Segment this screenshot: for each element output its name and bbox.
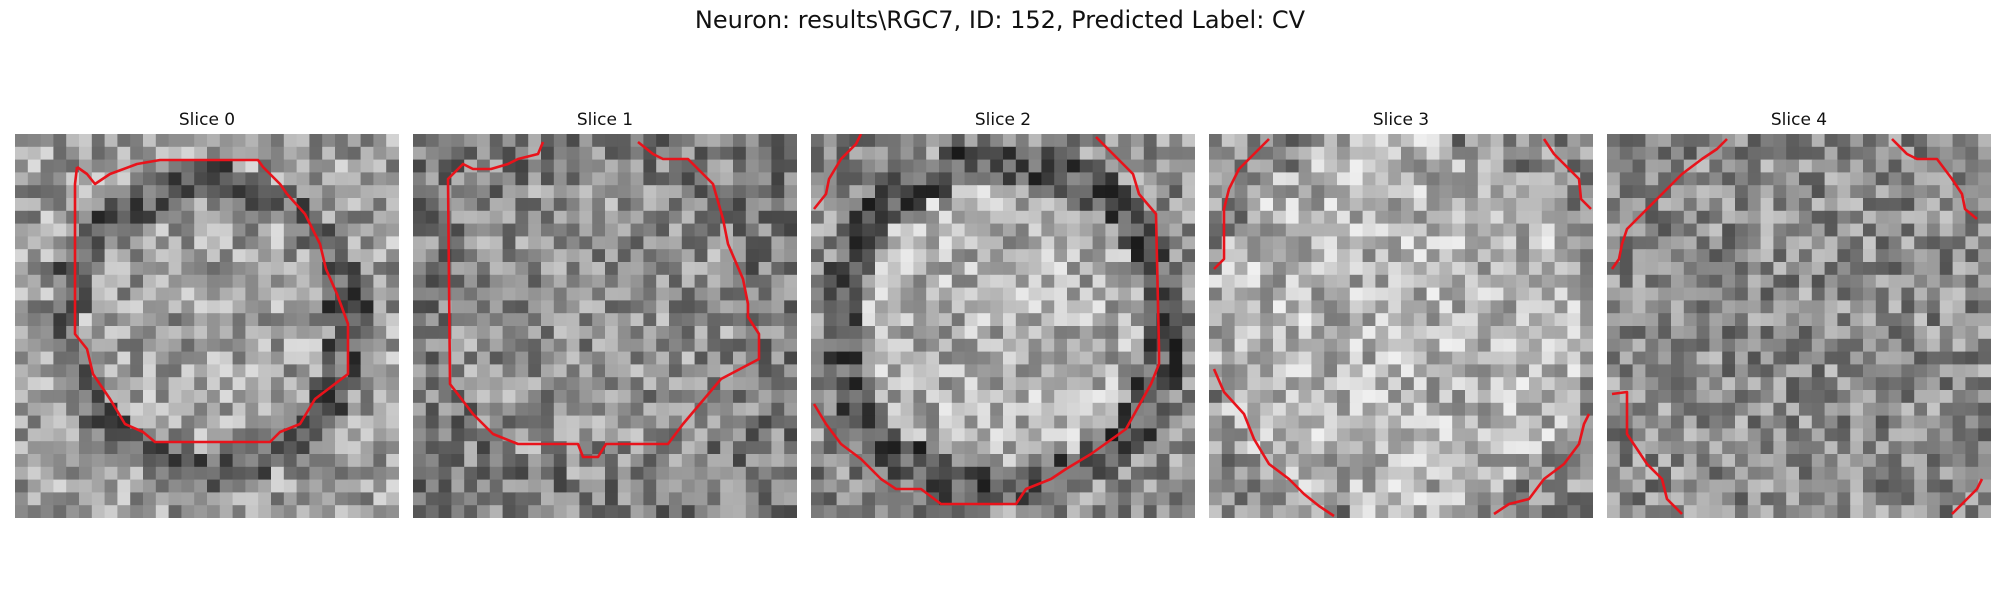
slice-image-3 <box>1209 134 1593 518</box>
segmentation-contour <box>73 158 350 444</box>
slice-title: Slice 4 <box>1770 110 1828 130</box>
segmentation-contour <box>1212 368 1335 518</box>
segmentation-contour <box>446 140 761 459</box>
segmentation-contour <box>1542 138 1592 210</box>
segmentation-contour <box>1951 478 1984 515</box>
slice-image-2 <box>811 134 1195 518</box>
segmentation-contour <box>1891 138 1978 220</box>
slice-image-1 <box>413 134 797 518</box>
slice-title: Slice 2 <box>974 110 1032 130</box>
slice-image-4 <box>1607 134 1991 518</box>
slice-title: Slice 3 <box>1372 110 1430 130</box>
segmentation-contour <box>812 136 1161 506</box>
segmentation-contour <box>1610 138 1728 270</box>
slice-image-0 <box>15 134 399 518</box>
slice-title: Slice 0 <box>178 110 236 130</box>
segmentation-contour <box>1493 413 1591 516</box>
figure-title: Neuron: results\RGC7, ID: 152, Predicted… <box>694 6 1306 34</box>
segmentation-contour <box>1611 390 1683 515</box>
slice-title: Slice 1 <box>576 110 634 130</box>
segmentation-contour <box>1213 138 1270 270</box>
segmentation-contour <box>812 134 863 210</box>
